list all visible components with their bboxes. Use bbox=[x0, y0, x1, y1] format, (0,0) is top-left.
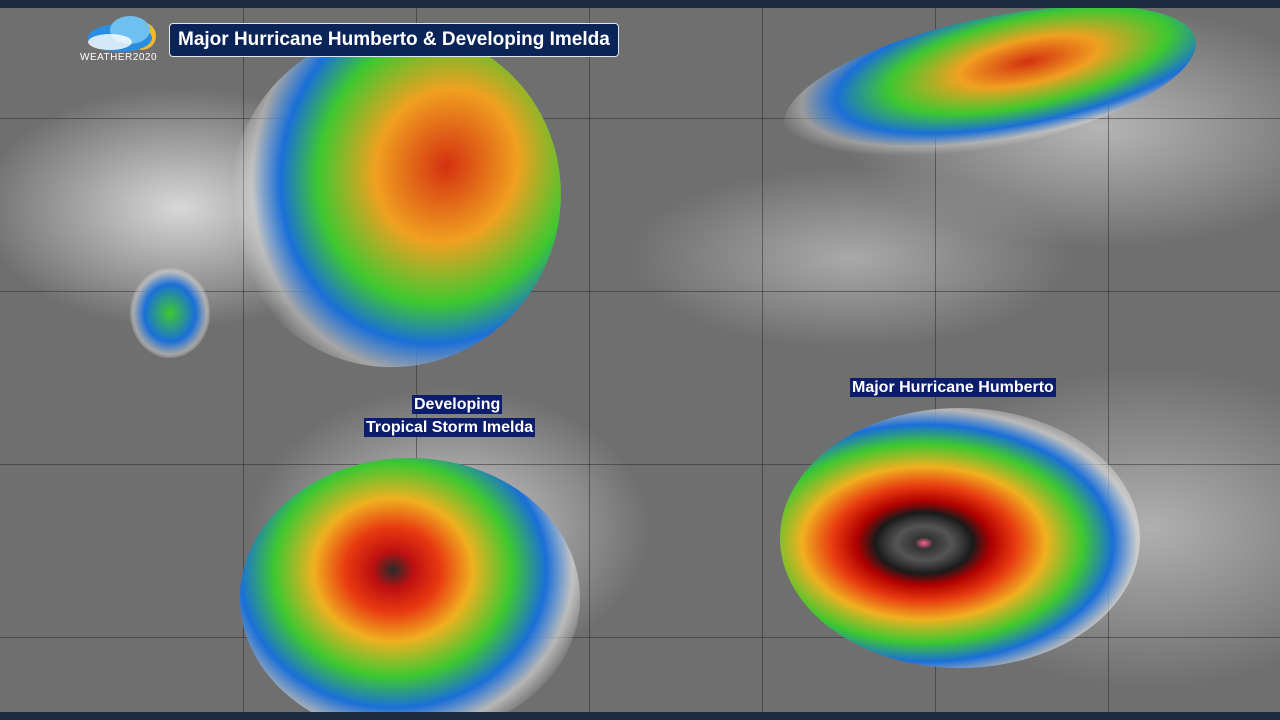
cloud-logo-icon bbox=[88, 16, 156, 52]
label-imelda-line1: Developing bbox=[412, 395, 503, 414]
page-title: Major Hurricane Humberto & Developing Im… bbox=[169, 23, 619, 57]
weather2020-logo bbox=[80, 10, 170, 68]
label-humberto: Major Hurricane Humberto bbox=[850, 378, 1056, 397]
storm-humberto bbox=[780, 408, 1140, 668]
storm-band-east-coast bbox=[173, 8, 617, 422]
storm-imelda bbox=[240, 458, 580, 712]
logo-text: WEATHER2020 bbox=[80, 52, 158, 63]
label-imelda-line2: Tropical Storm Imelda bbox=[364, 418, 536, 437]
satellite-image bbox=[0, 8, 1280, 712]
